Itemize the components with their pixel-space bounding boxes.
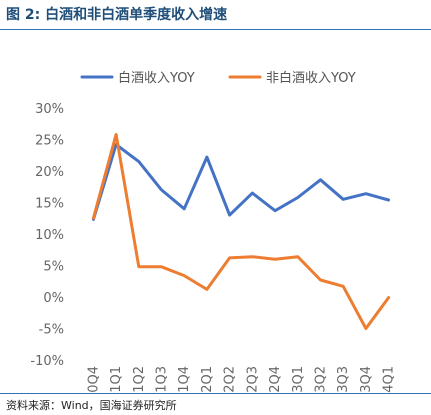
x-tick-label: 2022Q1: [200, 366, 215, 393]
y-tick-label: 0%: [43, 291, 64, 306]
series-line-baijiu: [91, 143, 391, 221]
x-axis: 2020Q4 2021Q1 2021Q2 2021Q3 2021Q4 2022Q1 2022…: [86, 366, 396, 393]
source-divider: [0, 393, 431, 394]
x-tick-label: 2021Q4: [177, 366, 192, 393]
y-tick-label: 20%: [35, 165, 64, 180]
x-tick-label: 2020Q4: [86, 366, 101, 393]
y-tick-label: -10%: [30, 354, 64, 369]
y-tick-label: 25%: [35, 134, 64, 149]
x-tick-label: 2021Q2: [132, 366, 147, 393]
y-tick-label: 10%: [35, 228, 64, 243]
x-tick-label: 2022Q4: [268, 366, 283, 393]
y-tick-label: 15%: [35, 197, 64, 212]
series-line-non-baijiu: [91, 133, 391, 330]
series-lines: [91, 133, 391, 330]
y-axis: -10% -5% 0% 5% 10% 15% 20% 25% 30%: [30, 102, 64, 369]
chart-legend: 白酒收入YOY 非白酒收入YOY: [80, 70, 356, 86]
source-note: 资料来源：Wind，国海证券研究所: [6, 399, 177, 412]
x-tick-label: 2022Q2: [223, 366, 238, 393]
y-tick-label: 5%: [43, 260, 64, 275]
x-tick-label: 2022Q3: [245, 366, 260, 393]
line-chart: 白酒收入YOY 非白酒收入YOY -10% -5% 0% 5% 10% 15% 20% 25% 3…: [30, 70, 396, 393]
x-tick-label: 2024Q1: [382, 366, 397, 393]
x-tick-label: 2023Q1: [291, 366, 306, 393]
x-tick-label: 2023Q2: [314, 366, 329, 393]
y-tick-label: -5%: [39, 323, 64, 338]
title-divider: [0, 29, 431, 30]
y-tick-label: 30%: [35, 102, 64, 117]
legend-label: 白酒收入YOY: [118, 70, 195, 86]
legend-label: 非白酒收入YOY: [266, 70, 356, 86]
x-tick-label: 2021Q3: [155, 366, 170, 393]
figure-title: 图 2: 白酒和非白酒单季度收入增速: [6, 7, 228, 23]
x-tick-label: 2023Q3: [336, 366, 351, 393]
x-tick-label: 2021Q1: [109, 366, 124, 393]
x-tick-label: 2023Q4: [359, 366, 374, 393]
